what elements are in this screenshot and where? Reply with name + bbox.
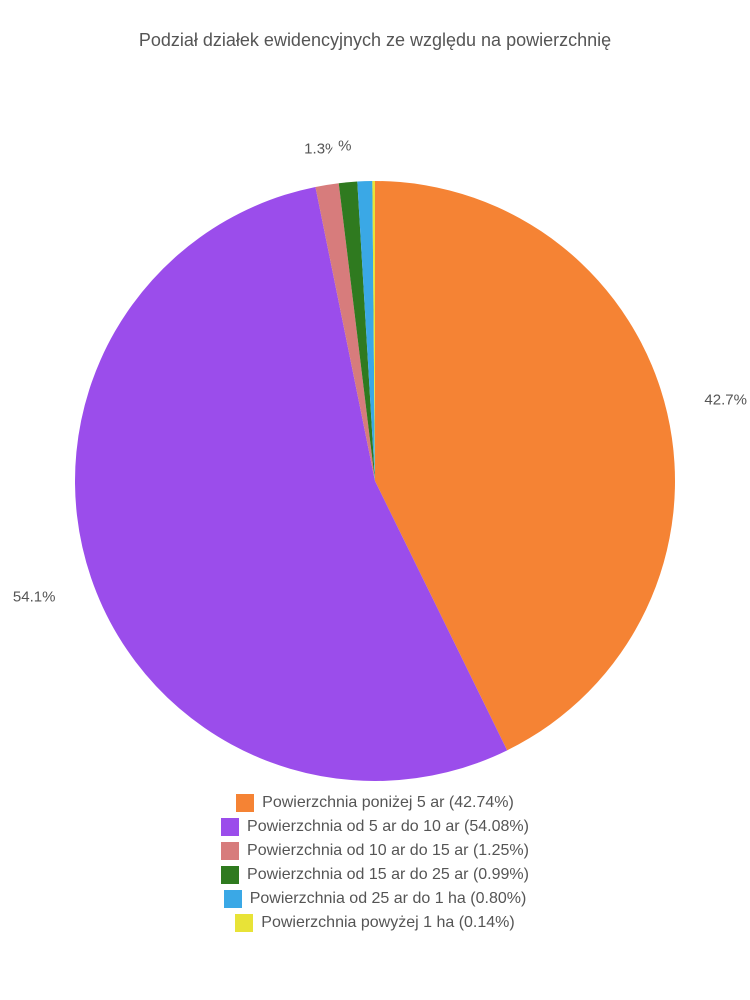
chart-container: Podział działek ewidencyjnych ze względu…	[0, 0, 750, 1000]
legend-item: Powierzchnia od 25 ar do 1 ha (0.80%)	[224, 890, 527, 908]
slice-label: 54.1%	[7, 586, 62, 607]
legend-item: Powierzchnia od 10 ar do 15 ar (1.25%)	[221, 842, 529, 860]
legend-swatch	[235, 914, 253, 932]
legend-label: Powierzchnia od 25 ar do 1 ha (0.80%)	[250, 890, 527, 908]
legend-label: Powierzchnia od 15 ar do 25 ar (0.99%)	[247, 866, 529, 884]
pie-chart	[0, 61, 750, 781]
legend-item: Powierzchnia powyżej 1 ha (0.14%)	[235, 914, 514, 932]
legend-item: Powierzchnia od 15 ar do 25 ar (0.99%)	[221, 866, 529, 884]
legend-swatch	[236, 794, 254, 812]
legend-label: Powierzchnia od 10 ar do 15 ar (1.25%)	[247, 842, 529, 860]
legend-swatch	[221, 842, 239, 860]
chart-title: Podział działek ewidencyjnych ze względu…	[0, 0, 750, 61]
legend-swatch	[224, 890, 242, 908]
legend-label: Powierzchnia powyżej 1 ha (0.14%)	[261, 914, 514, 932]
slice-label: 42.7%	[698, 389, 750, 410]
legend-item: Powierzchnia poniżej 5 ar (42.74%)	[236, 794, 514, 812]
legend: Powierzchnia poniżej 5 ar (42.74%) Powier…	[0, 791, 750, 935]
chart-area: 42.7%54.1%1.3%%	[0, 61, 750, 781]
legend-swatch	[221, 818, 239, 836]
legend-label: Powierzchnia od 5 ar do 10 ar (54.08%)	[247, 818, 529, 836]
legend-item: Powierzchnia od 5 ar do 10 ar (54.08%)	[221, 818, 529, 836]
legend-swatch	[221, 866, 239, 884]
slice-label: %	[332, 136, 357, 157]
legend-label: Powierzchnia poniżej 5 ar (42.74%)	[262, 794, 514, 812]
